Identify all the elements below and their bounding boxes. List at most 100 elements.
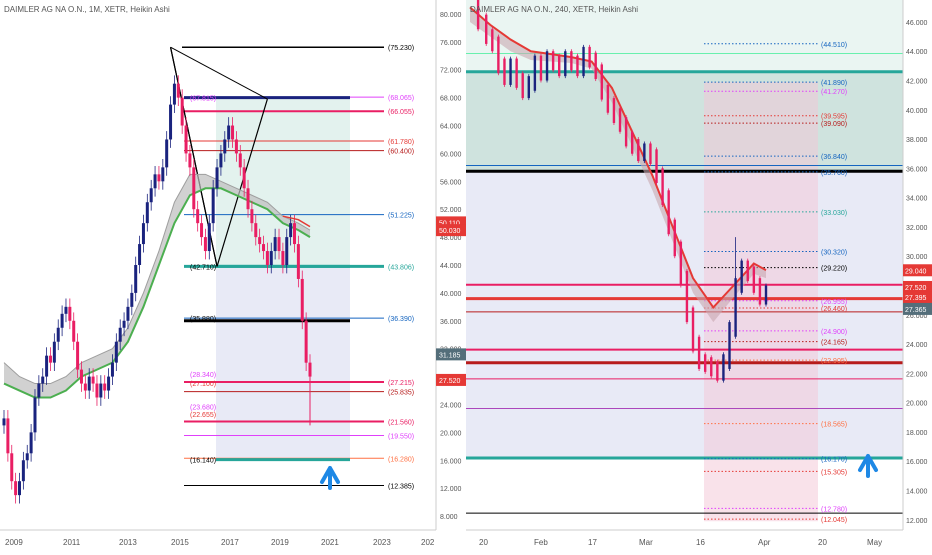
- candle-body: [242, 167, 246, 189]
- level-label: (25.835): [388, 390, 414, 397]
- candle-body: [157, 174, 161, 182]
- dotted-level-label: (39.595): [821, 114, 847, 121]
- candle-body: [509, 58, 512, 85]
- y-tick-label: 14.000: [906, 488, 928, 495]
- y-tick-label: 18.000: [906, 430, 928, 437]
- price-badge-label: 29.040: [905, 268, 927, 275]
- candle-body: [238, 153, 242, 168]
- candle-body: [746, 260, 749, 282]
- candle-body: [52, 341, 56, 363]
- y-tick-label: 20.000: [440, 430, 462, 437]
- candle-body: [673, 219, 676, 257]
- dotted-level-label: (16.170): [821, 457, 847, 464]
- candle-body: [246, 188, 250, 210]
- candle-body: [207, 223, 211, 252]
- candle-body: [527, 76, 530, 99]
- inner-label: (27.100): [190, 381, 216, 388]
- candle-body: [6, 418, 10, 454]
- candle-body: [515, 58, 518, 88]
- candle-body: [277, 237, 281, 252]
- candle-body: [95, 383, 99, 398]
- candle-body: [250, 209, 254, 224]
- candle-body: [79, 369, 83, 384]
- level-label: (21.560): [388, 419, 414, 426]
- candle-body: [231, 125, 235, 140]
- price-badge: [436, 373, 466, 386]
- candle-body: [582, 46, 585, 77]
- price-badge: [903, 291, 932, 304]
- candle-body: [265, 251, 269, 265]
- x-tick-label: May: [867, 538, 882, 547]
- candle-body: [630, 131, 634, 154]
- candle-body: [655, 149, 658, 184]
- candle-body: [103, 383, 107, 391]
- candle-body: [685, 270, 689, 323]
- y-tick-label: 42.000: [906, 79, 928, 86]
- candle-body: [114, 341, 118, 363]
- x-tick-label: 2015: [171, 538, 189, 547]
- candle-body: [176, 83, 180, 98]
- candle-body: [521, 73, 524, 99]
- y-tick-label: 20.000: [906, 401, 928, 408]
- candle-body: [134, 265, 138, 293]
- candle-body: [600, 64, 603, 100]
- level-label: (12.385): [388, 483, 414, 490]
- x-tick-label: 16: [696, 538, 705, 547]
- candle-body: [64, 306, 68, 314]
- candle-body: [539, 55, 543, 81]
- price-badge: [436, 224, 466, 237]
- candle-body: [710, 357, 713, 377]
- y-tick-label: 16.000: [440, 458, 462, 465]
- lower-zone: [216, 266, 350, 460]
- candle-body: [285, 237, 289, 265]
- price-badge-label: 50.110: [439, 220, 460, 227]
- candle-body: [169, 104, 173, 140]
- candle-body: [83, 383, 87, 391]
- candle-body: [716, 361, 719, 381]
- candle-body: [211, 188, 215, 224]
- inner-label: (23.680): [190, 405, 216, 412]
- candle-body: [91, 376, 95, 384]
- y-tick-label: 24.000: [440, 402, 462, 409]
- y-tick-label: 24.000: [906, 342, 928, 349]
- price-badge-label: 27.520: [905, 285, 927, 292]
- candle-body: [606, 84, 610, 113]
- candle-body: [180, 97, 184, 126]
- price-badge: [903, 264, 932, 277]
- level-label: (66.055): [388, 109, 414, 116]
- candle-body: [258, 237, 262, 245]
- candle-body: [570, 51, 573, 71]
- ema-red-line: [469, 6, 767, 310]
- price-badge: [436, 348, 466, 361]
- candle-body: [145, 202, 149, 224]
- y-tick-label: 76.000: [440, 40, 462, 47]
- inner-label: (42.710): [190, 264, 216, 271]
- candle-body: [667, 190, 670, 235]
- x-tick-label: 2011: [63, 538, 81, 547]
- candle-body: [192, 167, 196, 210]
- candle-body: [56, 327, 60, 342]
- dotted-level-label: (12.045): [821, 517, 847, 524]
- candle-body: [764, 285, 768, 305]
- candle-body: [497, 36, 500, 74]
- right-chart: (44.510) (41.890) (41.270) (39.595)(39.090)…: [466, 0, 932, 547]
- dotted-level-label: (39.090): [821, 121, 847, 128]
- level-label: (43.806): [388, 264, 414, 271]
- x-tick-label: 2023: [373, 538, 391, 547]
- dotted-level-label: (15.305): [821, 469, 847, 476]
- price-badge-label: 27.395: [905, 295, 927, 302]
- y-tick-label: 40.000: [440, 291, 462, 298]
- inner-label: (22.655): [190, 412, 216, 419]
- candle-body: [68, 306, 72, 321]
- price-badge-label: 31.185: [439, 352, 461, 359]
- chart-title: DAIMLER AG NA O.N., 240, XETR, Heikin As…: [470, 5, 638, 14]
- y-tick-label: 22.000: [906, 371, 928, 378]
- price-badge-label: 27.520: [439, 378, 461, 385]
- x-tick-label: 2017: [221, 538, 239, 547]
- candle-body: [752, 266, 756, 293]
- dotted-level-label: (22.905): [821, 358, 847, 365]
- y-tick-label: 68.000: [440, 96, 462, 103]
- candle-body: [289, 223, 293, 238]
